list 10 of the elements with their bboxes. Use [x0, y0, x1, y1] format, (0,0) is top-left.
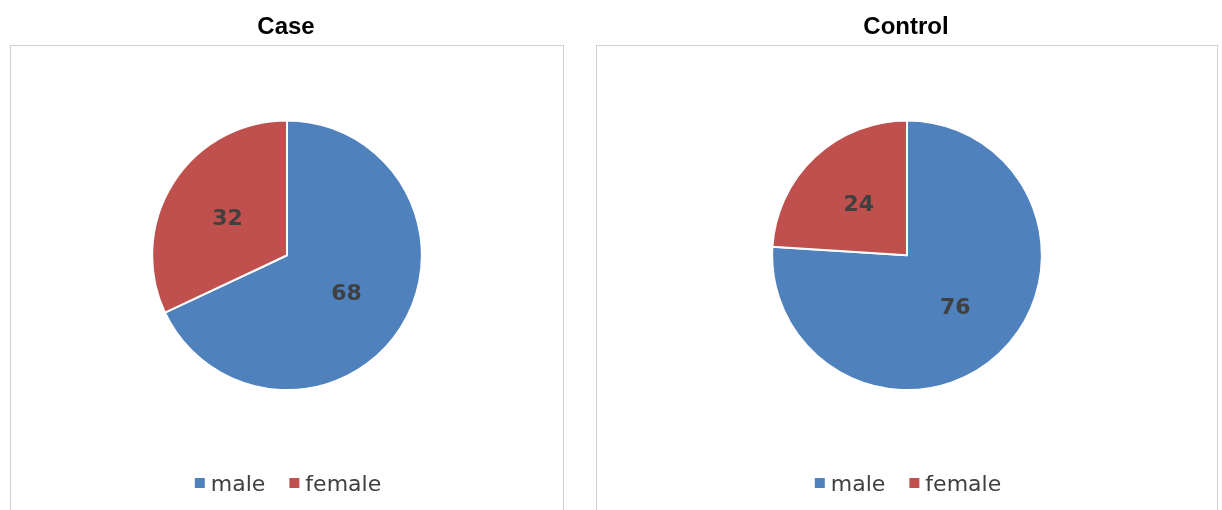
legend-label: male	[210, 470, 266, 496]
data-label: 76	[939, 294, 971, 320]
data-label: 24	[843, 191, 875, 217]
chart-title: Case	[256, 12, 316, 40]
data-label: 68	[331, 280, 362, 306]
chart-title: Control	[862, 12, 950, 40]
legend-label: female	[305, 470, 382, 496]
legend-label: female	[925, 470, 1002, 496]
legend-label: male	[830, 470, 886, 496]
data-label: 32	[212, 205, 243, 231]
